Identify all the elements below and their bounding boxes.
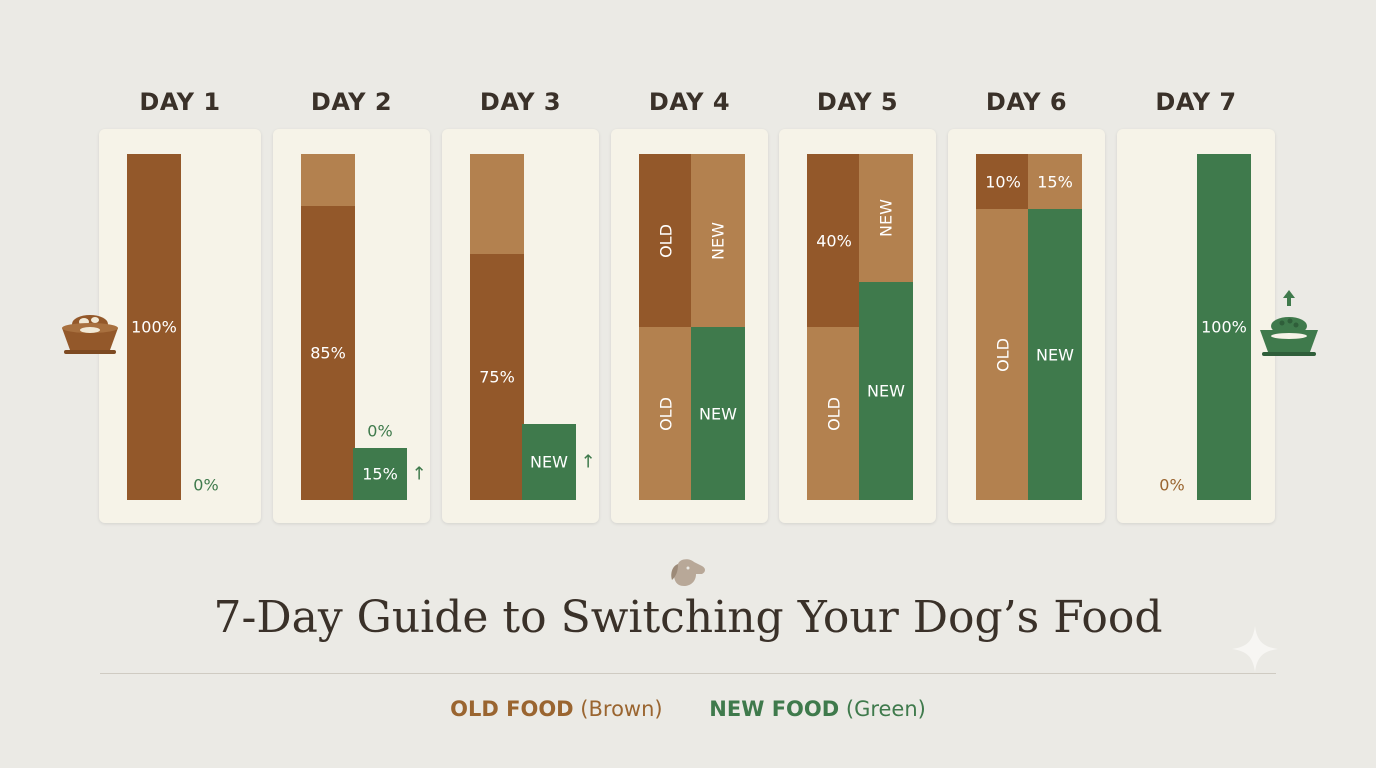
bar-segment	[807, 154, 861, 327]
bar-segment	[353, 448, 407, 500]
bar-segment	[127, 154, 181, 500]
up-arrow-icon: ↑	[411, 463, 427, 485]
data-label: OLD	[656, 223, 676, 258]
bowl-of-new-food-icon	[1260, 290, 1318, 356]
bar-segment	[859, 154, 913, 283]
data-label: NEW	[867, 381, 905, 401]
data-label: OLD	[824, 396, 844, 431]
data-label: 10%	[985, 172, 1021, 192]
legend-old: OLD FOOD (Brown)	[450, 697, 662, 721]
data-label: 85%	[310, 343, 346, 363]
day-card	[1117, 129, 1275, 523]
data-label: 15%	[362, 464, 398, 484]
data-label: OLD	[656, 396, 676, 431]
day-label: DAY 4	[648, 88, 731, 116]
data-label: NEW	[530, 452, 568, 472]
bar-segment	[691, 154, 745, 327]
bar-segment	[976, 209, 1030, 500]
bar-segment	[859, 282, 913, 500]
data-label: NEW	[876, 199, 896, 237]
day-label: DAY 1	[139, 88, 221, 116]
bar-segment	[691, 327, 745, 500]
divider	[100, 673, 1276, 674]
dog-head-icon	[671, 559, 705, 586]
page-title: 7-Day Guide to Switching Your Dog’s Food	[213, 592, 1163, 643]
value-label: 0%	[1159, 475, 1185, 495]
data-label: 75%	[479, 367, 515, 387]
bar-segment	[1028, 154, 1082, 210]
data-label: NEW	[1036, 345, 1074, 365]
legend-new-note: (Green)	[845, 697, 926, 721]
day-label: DAY 7	[1155, 88, 1237, 116]
bowl-of-old-food-icon	[62, 315, 118, 354]
bar-segment	[976, 154, 1030, 210]
legend: OLD FOOD (Brown) NEW FOOD (Green)	[0, 697, 1376, 721]
day-label: DAY 2	[310, 88, 393, 116]
up-arrow-icon: ↑	[580, 451, 596, 473]
bar-segment	[639, 327, 693, 500]
bar-segment	[522, 423, 576, 500]
legend-new: NEW FOOD (Green)	[709, 697, 926, 721]
data-label: NEW	[699, 404, 737, 423]
bar-segment	[301, 205, 355, 500]
value-label: 0%	[367, 421, 393, 441]
value-label: 0%	[193, 475, 219, 495]
legend-old-key: OLD FOOD	[450, 697, 574, 721]
legend-new-key: NEW FOOD	[709, 697, 840, 721]
bar-segment	[639, 154, 693, 327]
bar-segment	[1197, 154, 1251, 500]
day-label: DAY 6	[985, 88, 1068, 116]
data-label: 40%	[816, 231, 852, 250]
data-label: 15%	[1037, 172, 1073, 192]
bar-segment	[807, 327, 861, 500]
day-label: DAY 3	[479, 88, 562, 116]
bar-segment	[1028, 209, 1082, 500]
data-label: 100%	[131, 317, 177, 337]
day-label: DAY 5	[816, 88, 899, 116]
bar-segment	[470, 254, 524, 500]
data-label: 100%	[1201, 317, 1247, 337]
bar-segment	[470, 154, 524, 255]
sparkle-icon	[1232, 626, 1278, 672]
legend-old-note: (Brown)	[580, 697, 663, 721]
bar-segment	[301, 154, 355, 206]
data-label: NEW	[708, 221, 728, 260]
data-label: OLD	[993, 337, 1013, 372]
